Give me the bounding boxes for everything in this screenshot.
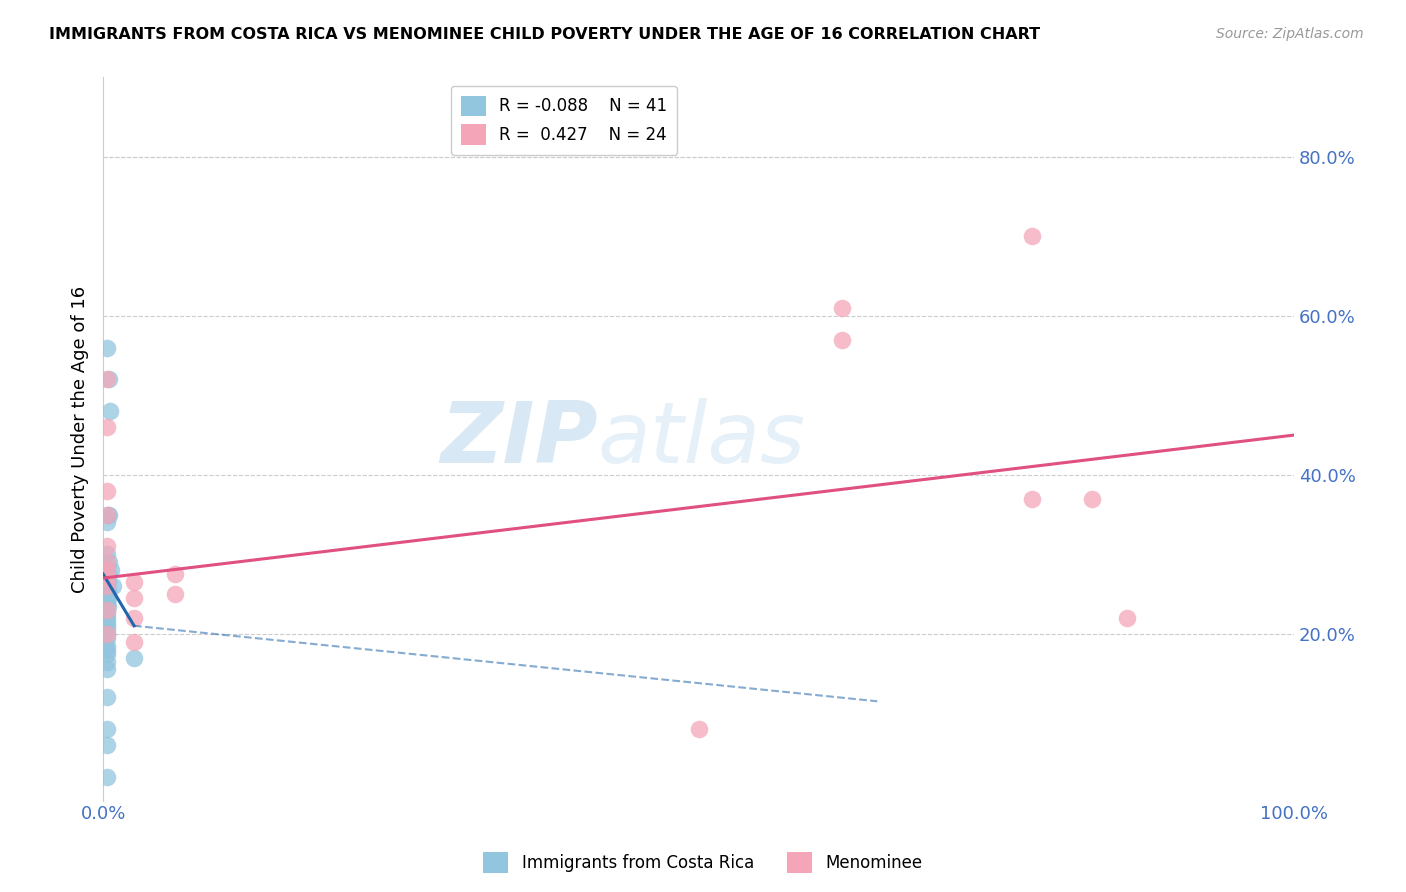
Point: [97, 582, 120, 597]
Point: [831, 333, 853, 347]
Point: [96, 571, 118, 585]
Point: [96, 623, 118, 637]
Point: [1080, 491, 1102, 506]
Point: [97, 575, 120, 590]
Point: [96, 626, 118, 640]
Point: [98, 555, 121, 569]
Point: [831, 301, 853, 315]
Point: [96, 607, 118, 621]
Y-axis label: Child Poverty Under the Age of 16: Child Poverty Under the Age of 16: [72, 285, 89, 592]
Point: [96, 483, 118, 498]
Point: [96, 508, 118, 522]
Point: [101, 579, 124, 593]
Point: [96, 626, 118, 640]
Text: Source: ZipAtlas.com: Source: ZipAtlas.com: [1216, 27, 1364, 41]
Point: [98, 372, 121, 386]
Text: ZIP: ZIP: [440, 398, 598, 481]
Text: atlas: atlas: [598, 398, 806, 481]
Point: [96, 420, 118, 434]
Point: [96, 582, 118, 597]
Legend: Immigrants from Costa Rica, Menominee: Immigrants from Costa Rica, Menominee: [477, 846, 929, 880]
Point: [96, 579, 118, 593]
Point: [96, 516, 118, 530]
Point: [122, 634, 145, 648]
Point: [96, 571, 118, 585]
Point: [1116, 611, 1139, 625]
Point: [1021, 229, 1043, 244]
Point: [96, 341, 118, 355]
Point: [96, 655, 118, 669]
Point: [96, 591, 118, 605]
Point: [96, 563, 118, 577]
Point: [96, 539, 118, 553]
Point: [96, 582, 118, 597]
Point: [163, 587, 186, 601]
Point: [97, 599, 120, 613]
Point: [96, 642, 118, 657]
Point: [96, 372, 118, 386]
Point: [100, 563, 122, 577]
Point: [122, 650, 145, 665]
Point: [122, 611, 145, 625]
Point: [163, 567, 186, 582]
Point: [688, 722, 710, 736]
Text: IMMIGRANTS FROM COSTA RICA VS MENOMINEE CHILD POVERTY UNDER THE AGE OF 16 CORREL: IMMIGRANTS FROM COSTA RICA VS MENOMINEE …: [49, 27, 1040, 42]
Point: [96, 639, 118, 653]
Point: [96, 690, 118, 705]
Legend: R = -0.088    N = 41, R =  0.427    N = 24: R = -0.088 N = 41, R = 0.427 N = 24: [451, 86, 678, 155]
Point: [96, 619, 118, 633]
Point: [98, 404, 121, 418]
Point: [97, 591, 120, 605]
Point: [96, 631, 118, 645]
Point: [96, 595, 118, 609]
Point: [96, 770, 118, 784]
Point: [122, 591, 145, 605]
Point: [96, 738, 118, 752]
Point: [96, 563, 118, 577]
Point: [96, 555, 118, 569]
Point: [1021, 491, 1043, 506]
Point: [96, 611, 118, 625]
Point: [96, 663, 118, 677]
Point: [97, 567, 120, 582]
Point: [97, 508, 120, 522]
Point: [98, 508, 121, 522]
Point: [96, 579, 118, 593]
Point: [96, 615, 118, 629]
Point: [96, 547, 118, 561]
Point: [97, 587, 120, 601]
Point: [96, 603, 118, 617]
Point: [96, 647, 118, 661]
Point: [96, 603, 118, 617]
Point: [122, 575, 145, 590]
Point: [96, 722, 118, 736]
